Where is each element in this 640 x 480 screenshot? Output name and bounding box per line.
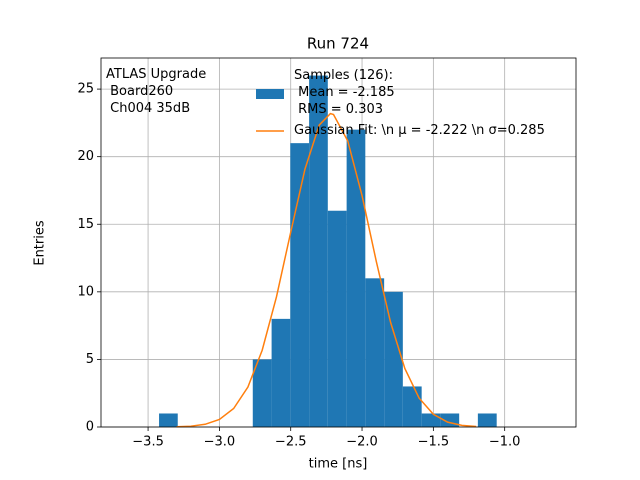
bar xyxy=(477,413,497,427)
legend-label: Samples (126): Mean = -2.185 RMS = 0.303 xyxy=(294,68,395,117)
marks xyxy=(159,75,497,428)
legend-swatch xyxy=(256,89,284,99)
x-axis-label: time [ns] xyxy=(309,457,368,472)
bar xyxy=(159,413,178,427)
y-tick-label: 10 xyxy=(77,284,94,299)
chart-title: Run 724 xyxy=(307,35,369,53)
y-tick-label: 25 xyxy=(77,82,94,97)
x-tick-label: −3.0 xyxy=(204,435,236,450)
x-tick-label: −1.5 xyxy=(418,435,450,450)
bar xyxy=(327,210,347,427)
y-tick-label: 5 xyxy=(86,352,94,367)
bar xyxy=(402,386,422,427)
y-tick-label: 15 xyxy=(77,217,94,232)
bar xyxy=(384,291,403,427)
x-tick-label: −2.0 xyxy=(346,435,378,450)
bar xyxy=(365,278,385,427)
bar xyxy=(271,318,291,427)
bar xyxy=(421,413,441,427)
annotation: ATLAS Upgrade Board260 Ch004 35dB xyxy=(106,67,207,116)
bar xyxy=(290,143,310,427)
legend-label: Gaussian Fit: \n μ = -2.222 \n σ=0.285 xyxy=(294,123,545,138)
x-tick-label: −2.5 xyxy=(275,435,307,450)
y-axis-label: Entries xyxy=(33,220,48,266)
fit-line xyxy=(176,112,477,428)
bar xyxy=(346,129,366,427)
plot-frame xyxy=(100,57,577,428)
y-tick-label: 20 xyxy=(77,149,94,164)
bar xyxy=(309,75,328,428)
x-tick-label: −3.5 xyxy=(132,435,164,450)
bar xyxy=(252,359,272,427)
x-tick-label: −1.0 xyxy=(489,435,521,450)
y-tick-label: 0 xyxy=(86,420,94,435)
